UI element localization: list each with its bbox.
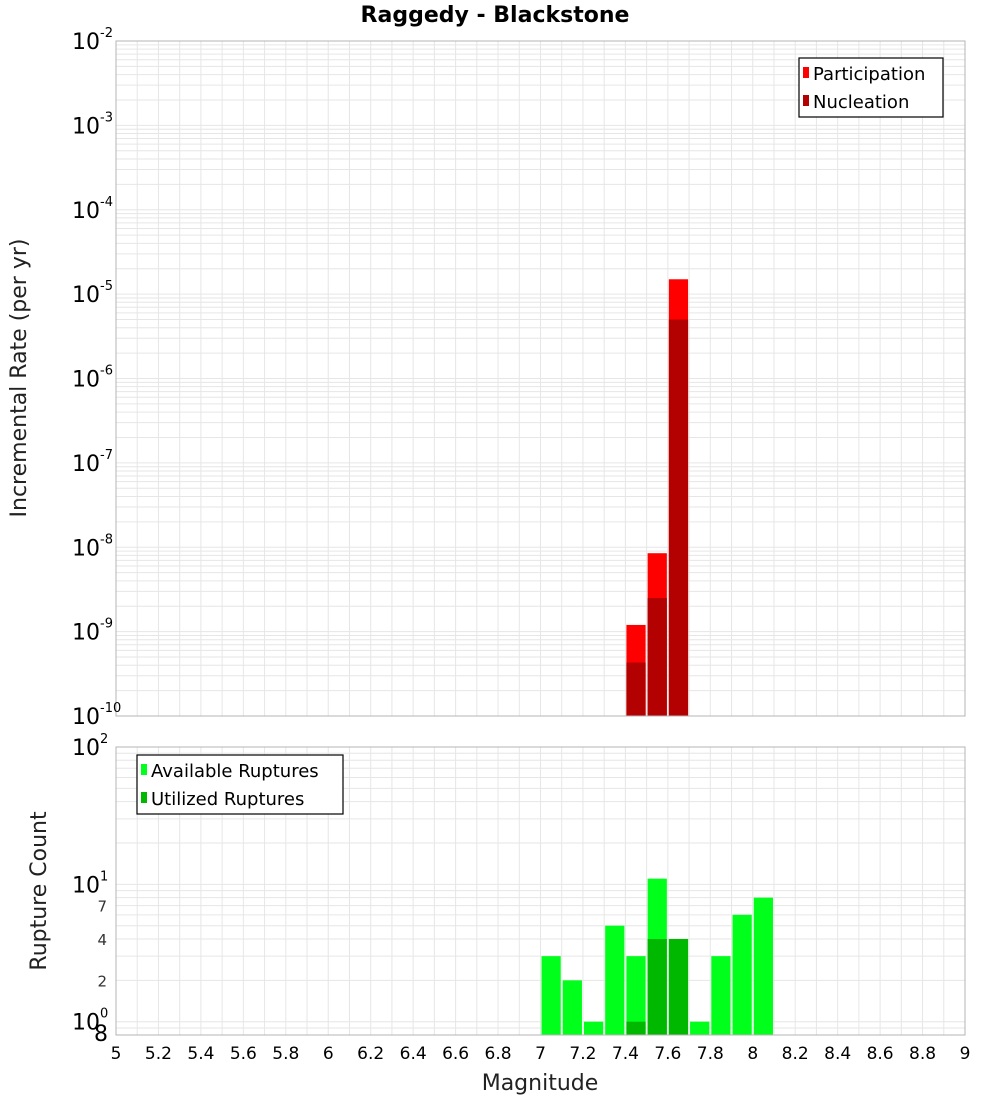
frames-layer <box>115 40 966 1036</box>
y-tick-label: 8 <box>94 1022 108 1047</box>
bars-layer <box>541 279 773 1035</box>
legend-swatch <box>803 95 809 106</box>
bar <box>668 319 689 716</box>
y-tick-label: 10-10 <box>72 701 121 730</box>
bar <box>668 939 689 1035</box>
x-tick-label: 7.2 <box>569 1044 596 1064</box>
y-tick-label: 101 <box>72 869 108 898</box>
legend-label: Available Ruptures <box>151 761 319 782</box>
x-tick-label: 5 <box>111 1044 122 1064</box>
legend-box <box>798 57 944 118</box>
bar <box>690 1021 710 1035</box>
legend-label: Participation <box>813 64 925 85</box>
bar <box>753 897 773 1035</box>
legend-label: Nucleation <box>813 92 909 113</box>
y-tick-label: 2 <box>97 972 107 990</box>
bar <box>583 1021 604 1035</box>
x-tick-label: 8.2 <box>782 1044 809 1064</box>
legend-layer: Participation Nucleation Available Rupture… <box>136 57 944 815</box>
x-tick-label: 6.2 <box>357 1044 384 1064</box>
y-tick-label: 10-4 <box>72 195 113 224</box>
x-tick-label: 6.4 <box>400 1044 427 1064</box>
bottom-ylabel: Rupture Count <box>27 811 52 971</box>
y-tick-label: 102 <box>72 732 108 761</box>
y-tick-label: 4 <box>97 931 107 949</box>
legend-box <box>136 754 344 815</box>
y-tick-label: 100 <box>72 1007 108 1036</box>
bar <box>562 980 582 1035</box>
y-tick-label: 10-6 <box>72 364 113 393</box>
x-tick-label: 8 <box>747 1044 758 1064</box>
x-tick-label: 7.6 <box>654 1044 681 1064</box>
x-tick-label: 5.4 <box>187 1044 214 1064</box>
bar <box>647 598 667 716</box>
x-tick-label: 5.6 <box>230 1044 257 1064</box>
y-tick-label: 10-5 <box>72 279 113 308</box>
bar <box>732 914 752 1035</box>
x-tick-label: 6.6 <box>442 1044 469 1064</box>
x-tick-label: 8.6 <box>867 1044 894 1064</box>
bar <box>541 956 561 1035</box>
y-tick-label: 7 <box>97 898 107 916</box>
legend-swatch <box>141 792 147 803</box>
legend-label: Utilized Ruptures <box>151 789 304 810</box>
x-axis-label: Magnitude <box>482 1071 599 1096</box>
plot-frame <box>115 746 966 1036</box>
x-tick-label: 7.8 <box>697 1044 724 1064</box>
bar <box>626 1021 646 1035</box>
x-tick-label: 6 <box>323 1044 334 1064</box>
legend-swatch <box>803 67 809 78</box>
y-tick-label: 10-3 <box>72 110 113 139</box>
ticks-layer: 5 5.2 5.4 5.6 5.8 6 6.2 6.4 6.6 6.8 7 7.2 7.4 7.6 7.8 8… <box>72 26 970 1064</box>
x-tick-label: 8.4 <box>824 1044 851 1064</box>
bar <box>626 662 646 716</box>
bar <box>626 956 646 1035</box>
y-tick-label: 10-2 <box>72 26 113 55</box>
y-tick-label: 10-8 <box>72 532 113 561</box>
x-tick-label: 5.2 <box>145 1044 172 1064</box>
y-tick-label: 10-7 <box>72 448 113 477</box>
x-tick-label: 6.8 <box>485 1044 512 1064</box>
legend-swatch <box>141 764 147 775</box>
x-tick-label: 7.4 <box>612 1044 639 1064</box>
top-ylabel: Incremental Rate (per yr) <box>7 239 32 518</box>
bar <box>711 956 731 1035</box>
plot-frame <box>115 40 966 717</box>
x-tick-label: 7 <box>535 1044 546 1064</box>
bar <box>647 939 667 1035</box>
x-tick-label: 9 <box>960 1044 971 1064</box>
y-tick-label: 10-9 <box>72 617 113 646</box>
grid-layer <box>115 40 966 1036</box>
x-tick-label: 5.8 <box>272 1044 299 1064</box>
chart-title: Raggedy - Blackstone <box>361 3 630 28</box>
x-tick-label: 8.8 <box>909 1044 936 1064</box>
bar <box>605 925 625 1035</box>
